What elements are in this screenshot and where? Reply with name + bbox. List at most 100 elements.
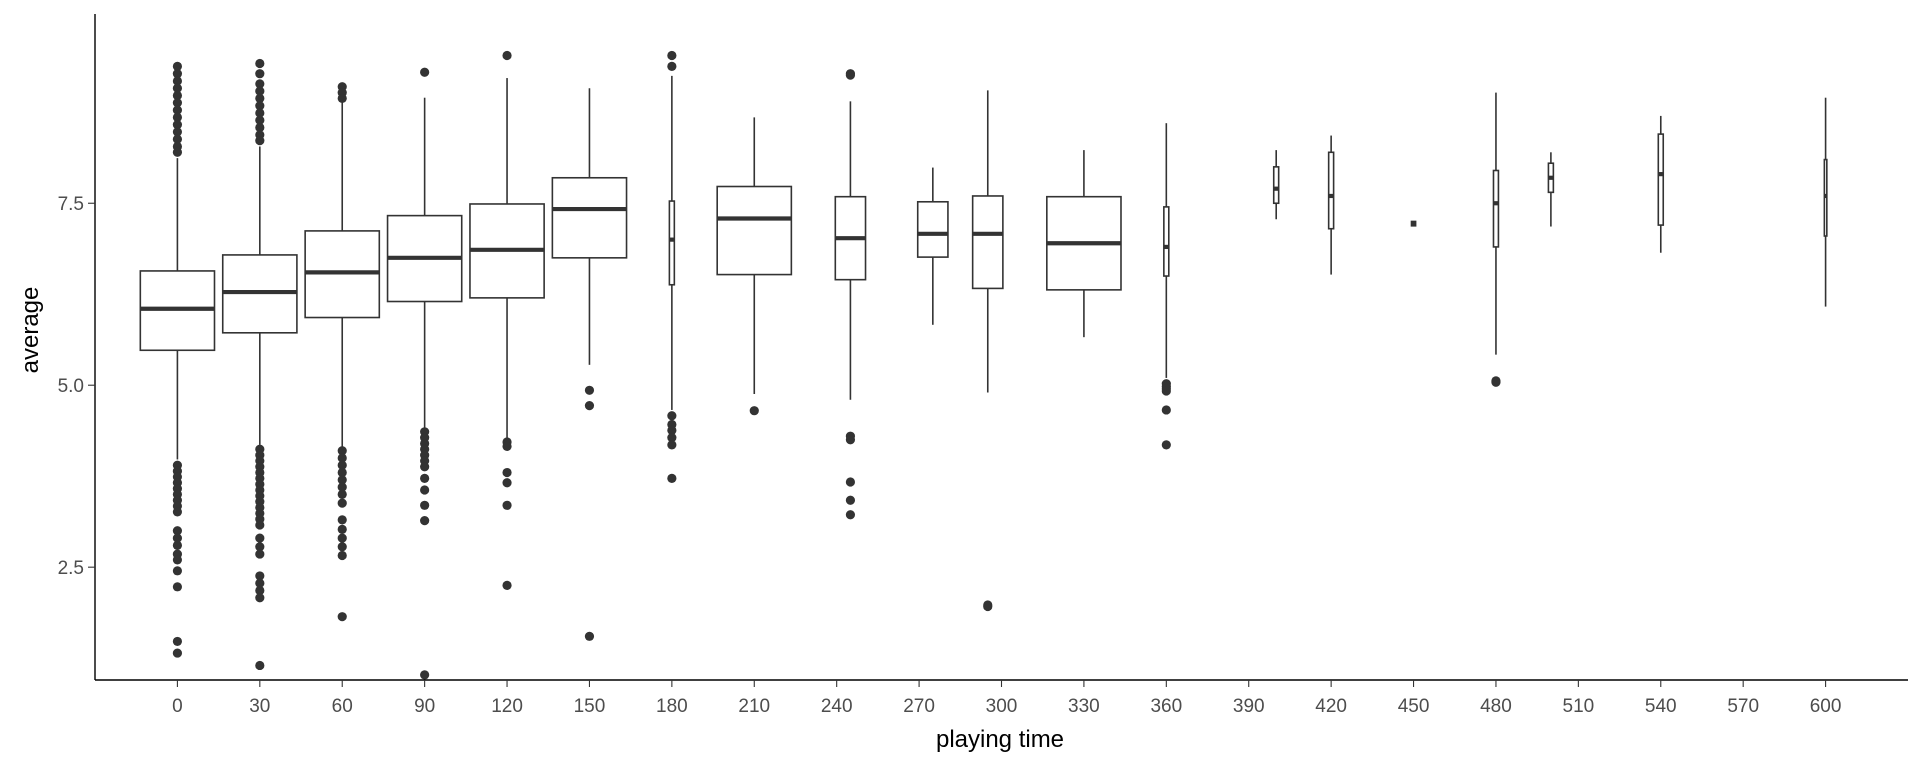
outlier-point	[172, 636, 183, 647]
x-tick-label: 150	[574, 696, 606, 717]
outlier-point	[172, 540, 183, 550]
box-group	[667, 50, 677, 483]
outlier-point	[337, 489, 347, 499]
x-tick-label: 300	[986, 696, 1018, 717]
outlier-point	[1491, 377, 1501, 387]
outlier-point	[667, 473, 677, 483]
outlier-point	[420, 515, 430, 526]
outlier-point	[983, 600, 993, 610]
outlier-point	[172, 90, 183, 101]
box-group	[971, 90, 1004, 612]
box-group	[1823, 97, 1828, 307]
box-group	[386, 67, 463, 680]
outlier-point	[502, 441, 512, 451]
x-axis-title: playing time	[936, 726, 1064, 753]
x-tick-label: 120	[491, 696, 523, 717]
x-tick-label: 600	[1810, 696, 1842, 717]
outlier-point	[172, 105, 183, 115]
outlier-point	[255, 58, 265, 69]
outlier-point	[420, 500, 430, 510]
box	[1163, 206, 1170, 277]
outlier-point	[172, 566, 183, 576]
box-group	[1657, 115, 1665, 253]
outlier-point	[172, 127, 183, 137]
outlier-point	[749, 406, 759, 416]
x-tick-label: 390	[1233, 696, 1265, 717]
outlier-point	[172, 112, 183, 122]
outlier-point	[255, 69, 265, 79]
outlier-point	[337, 460, 347, 470]
outlier-point	[255, 93, 265, 104]
box-group	[1272, 150, 1280, 220]
outlier-point	[337, 467, 347, 478]
outlier-point	[255, 542, 265, 552]
outlier-point	[337, 533, 347, 543]
outlier-point	[172, 69, 183, 79]
box-group	[139, 61, 216, 658]
outlier-point	[337, 612, 347, 622]
y-axis: 2.5 5.0 7.5	[58, 194, 95, 579]
x-tick-label: 330	[1068, 696, 1100, 717]
outlier-point	[255, 86, 265, 96]
y-tick-label: 5.0	[58, 376, 84, 397]
outlier-point	[1161, 405, 1171, 415]
box-group	[469, 50, 545, 590]
outlier-point	[1161, 386, 1171, 396]
outlier-point	[172, 555, 183, 565]
outlier-point	[337, 524, 347, 534]
outlier-point	[584, 400, 595, 411]
outlier-point	[172, 648, 183, 658]
outlier-point	[667, 433, 677, 443]
outlier-point	[420, 485, 430, 495]
outlier-point	[172, 147, 183, 157]
outlier-point	[172, 582, 183, 592]
outlier-point	[255, 593, 265, 603]
box-group	[1327, 135, 1335, 275]
x-tick-label: 90	[414, 696, 435, 717]
box-group	[304, 82, 381, 622]
outlier-point	[255, 578, 265, 588]
x-tick-label: 450	[1398, 696, 1430, 717]
outlier-point	[255, 533, 265, 543]
outlier-point	[337, 482, 347, 492]
outlier-point	[337, 542, 347, 552]
box-group	[834, 69, 867, 520]
outlier-point	[502, 478, 512, 488]
x-tick-label: 570	[1727, 696, 1759, 717]
outlier-point	[337, 515, 347, 525]
outlier-point	[502, 500, 512, 510]
box-group	[1046, 150, 1122, 338]
outlier-point	[337, 93, 347, 104]
outlier-point	[502, 50, 512, 61]
outlier-point	[845, 70, 856, 80]
outlier-point	[172, 120, 183, 130]
x-tick-label: 60	[332, 696, 353, 717]
outlier-point	[845, 495, 856, 505]
outlier-point	[255, 585, 265, 596]
outlier-point	[667, 425, 677, 435]
box	[668, 200, 676, 286]
outlier-point	[172, 134, 183, 144]
outlier-point	[337, 475, 347, 485]
outlier-point	[337, 498, 347, 508]
x-axis: 0 30 60 90 120 150 180 210 240 270 300 330 360 390 420…	[172, 680, 1841, 717]
outlier-point	[255, 520, 265, 530]
box	[1492, 169, 1500, 248]
x-tick-label: 30	[249, 696, 270, 717]
box-group	[1491, 92, 1501, 387]
x-tick-label: 240	[821, 696, 853, 717]
outlier-point	[255, 101, 265, 111]
outlier-point	[172, 507, 183, 517]
outlier-point	[420, 462, 430, 472]
outlier-point	[420, 473, 430, 483]
box-group	[916, 167, 949, 325]
outlier-point	[420, 670, 430, 680]
outlier-point	[172, 533, 183, 543]
y-tick-label: 2.5	[58, 558, 84, 579]
box-group	[551, 88, 628, 641]
x-tick-label: 420	[1315, 696, 1347, 717]
outlier-point	[845, 477, 856, 487]
outlier-point	[420, 67, 430, 77]
box-group	[716, 117, 793, 416]
